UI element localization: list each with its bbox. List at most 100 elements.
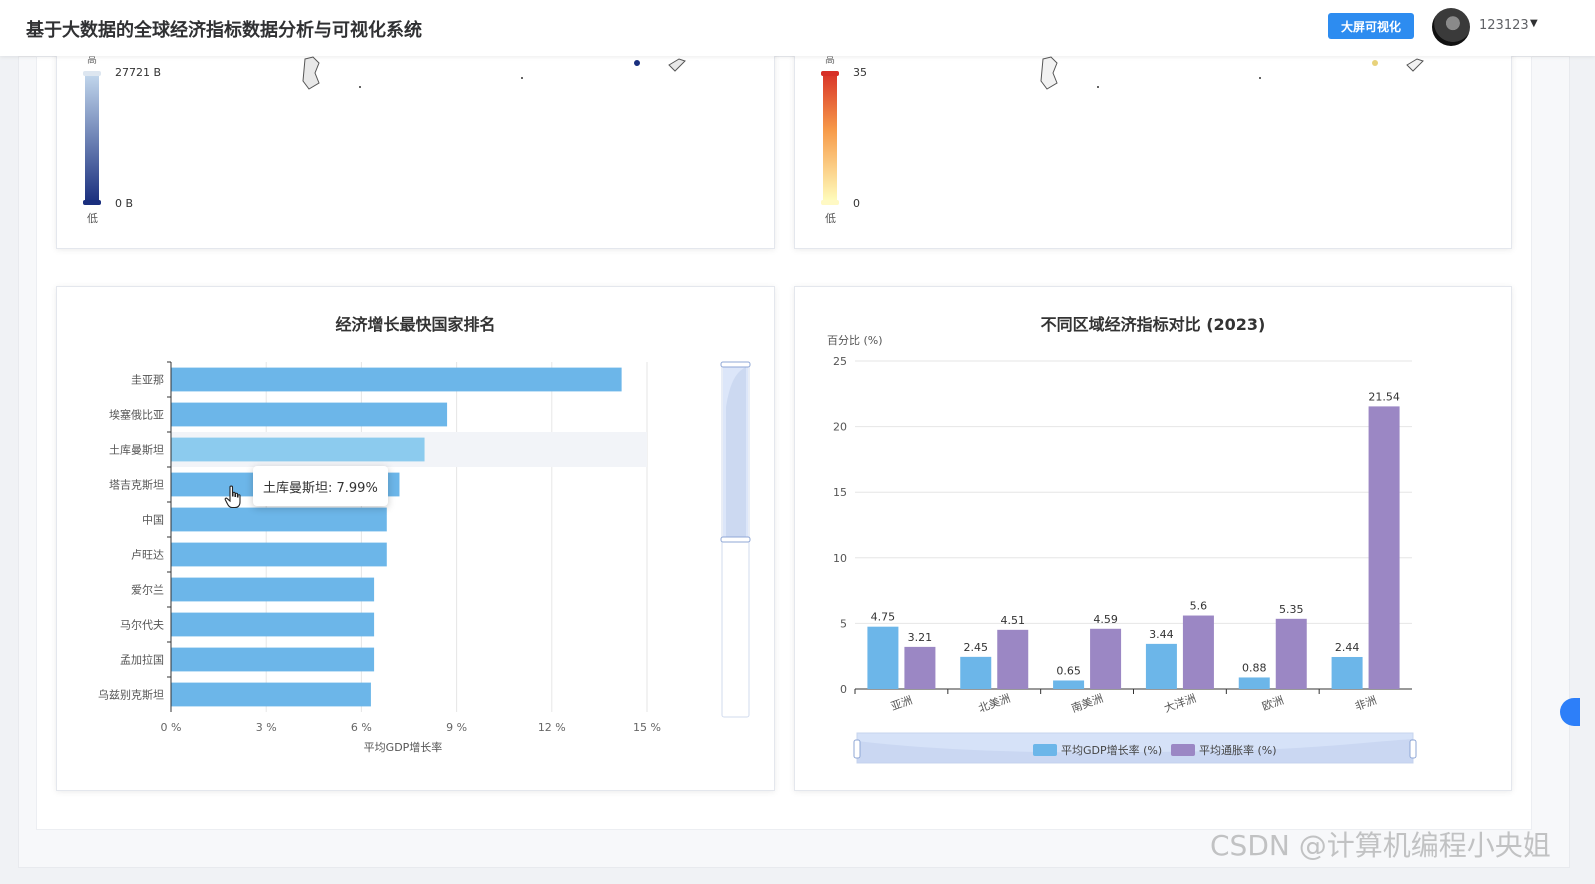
bar xyxy=(867,626,899,689)
visualmap-max-label: 35 xyxy=(853,66,867,79)
visualmap-bar[interactable] xyxy=(823,71,837,203)
y-tick-label: 塔吉克斯坦 xyxy=(109,478,164,492)
data-label: 3.21 xyxy=(908,631,933,644)
bar xyxy=(1182,615,1214,689)
x-tick-label: 大洋洲 xyxy=(1162,691,1198,715)
map-low-label: 低 xyxy=(825,212,836,225)
map-high-label: 高 xyxy=(825,53,835,66)
bar xyxy=(1368,406,1400,689)
bar xyxy=(1053,680,1085,689)
y-tick-label: 卢旺达 xyxy=(131,549,164,562)
visualmap-max-label: 27721 B xyxy=(115,66,161,79)
datazoom-preview xyxy=(857,739,1413,763)
gdp-map: 高 27721 B 0 B 低 xyxy=(83,53,686,225)
y-tick-label: 15 xyxy=(833,486,847,499)
bar xyxy=(1145,643,1177,689)
big-screen-button[interactable]: 大屏可视化 xyxy=(1328,13,1414,39)
bar xyxy=(171,402,448,427)
map-high-label: 高 xyxy=(87,53,97,66)
growth-bar-chart: 0 % 3 % 6 % 9 % 12 % 15 % 圭亚那埃塞俄比亚土库曼斯坦塔吉克斯坦中国… xyxy=(98,361,751,754)
bar xyxy=(171,682,371,707)
y-tick-label: 0 xyxy=(840,683,847,696)
data-label: 4.75 xyxy=(871,611,896,624)
data-label: 4.59 xyxy=(1093,613,1118,626)
landmass-shape xyxy=(302,56,320,90)
legend-swatch xyxy=(1033,744,1057,756)
bar xyxy=(997,629,1029,689)
legend-label: 平均GDP增长率 (%) xyxy=(1061,743,1162,757)
data-label: 5.6 xyxy=(1190,600,1208,613)
visualmap-handle-top[interactable] xyxy=(821,71,839,76)
bar xyxy=(904,646,936,689)
bar xyxy=(171,437,425,462)
bar xyxy=(171,612,375,637)
x-tick-label: 0 % xyxy=(161,721,182,734)
visualmap-bar[interactable] xyxy=(85,71,99,203)
x-tick-label: 6 % xyxy=(351,721,372,734)
map-point xyxy=(1372,60,1378,66)
inflation-map: 高 35 0 低 xyxy=(821,53,1424,225)
y-tick-label: 圭亚那 xyxy=(131,374,164,387)
side-float-button[interactable] xyxy=(1560,698,1580,726)
chart-tooltip: 土库曼斯坦: 7.99% xyxy=(253,466,388,506)
growth-ranking-card: 经济增长最快国家排名 0 % 3 % 6 % 9 % 12 % 15 % 圭亚那 埃塞俄比亚土… xyxy=(56,286,775,791)
bar xyxy=(171,577,375,602)
top-header: 基于大数据的全球经济指标数据分析与可视化系统 大屏可视化 123123 ▼ xyxy=(0,0,1595,56)
map-point xyxy=(521,77,523,79)
chart-title: 不同区域经济指标对比 (2023) xyxy=(1040,315,1266,334)
visualmap-min-label: 0 xyxy=(853,197,860,210)
x-axis-label: 平均GDP增长率 xyxy=(364,740,443,754)
hand-cursor-icon xyxy=(224,485,241,509)
gdp-map-card: 高 27721 B 0 B 低 xyxy=(56,40,775,249)
landmass-shape xyxy=(1040,56,1058,90)
x-tick-label: 9 % xyxy=(446,721,467,734)
data-label: 0.88 xyxy=(1242,661,1267,674)
legend-swatch xyxy=(1171,744,1195,756)
y-tick-label: 乌兹别克斯坦 xyxy=(98,688,164,702)
x-tick-label: 12 % xyxy=(538,721,566,734)
y-axis-label: 百分比 (%) xyxy=(827,334,883,347)
y-tick-label: 10 xyxy=(833,552,847,565)
bar xyxy=(1275,618,1307,689)
x-tick-label: 南美洲 xyxy=(1070,692,1105,716)
bar xyxy=(1331,656,1363,689)
datazoom-handle xyxy=(853,739,861,759)
region-bar-chart: 百分比 (%) 0 5 10 15 20 25 4.75 3.21 亚洲 2.45 4.51 北美洲 0.… xyxy=(827,334,1417,764)
x-tick-label: 欧洲 xyxy=(1260,694,1285,714)
y-tick-label: 土库曼斯坦 xyxy=(109,443,164,457)
x-tick-label: 北美洲 xyxy=(977,692,1012,716)
avatar[interactable] xyxy=(1432,8,1470,46)
data-label: 4.51 xyxy=(1001,614,1026,627)
y-tick-label: 中国 xyxy=(142,514,164,527)
landmass-shape xyxy=(668,58,686,72)
y-tick-label: 爱尔兰 xyxy=(131,584,164,597)
datazoom-handle xyxy=(720,536,751,543)
y-tick-label: 25 xyxy=(833,355,847,368)
map-point xyxy=(1097,86,1099,88)
bar xyxy=(171,647,375,672)
visualmap-handle-top[interactable] xyxy=(83,71,101,76)
map-point xyxy=(1259,77,1261,79)
bar xyxy=(1090,628,1122,689)
bar xyxy=(171,367,622,392)
x-tick-label: 非洲 xyxy=(1353,694,1378,714)
legend-label: 平均通胀率 (%) xyxy=(1199,743,1277,757)
y-tick-label: 20 xyxy=(833,421,847,434)
visualmap-handle-bottom[interactable] xyxy=(821,200,839,205)
y-tick-label: 5 xyxy=(840,617,847,630)
data-label: 3.44 xyxy=(1149,628,1174,641)
landmass-shape xyxy=(1406,58,1424,72)
data-label: 0.65 xyxy=(1056,664,1081,677)
region-compare-card: 不同区域经济指标对比 (2023) 百分比 (%) 0 5 10 15 20 25 4.75 3… xyxy=(794,286,1512,791)
username[interactable]: 123123 xyxy=(1479,18,1529,33)
y-tick-label: 马尔代夫 xyxy=(120,619,164,632)
x-tick-label: 15 % xyxy=(633,721,661,734)
datazoom-handle xyxy=(720,361,751,368)
bar xyxy=(1238,677,1270,689)
bar xyxy=(171,542,387,567)
chart-title: 经济增长最快国家排名 xyxy=(335,315,496,334)
visualmap-handle-bottom[interactable] xyxy=(83,200,101,205)
bar xyxy=(960,656,992,689)
chevron-down-icon[interactable]: ▼ xyxy=(1530,18,1538,29)
data-label: 21.54 xyxy=(1368,390,1400,403)
